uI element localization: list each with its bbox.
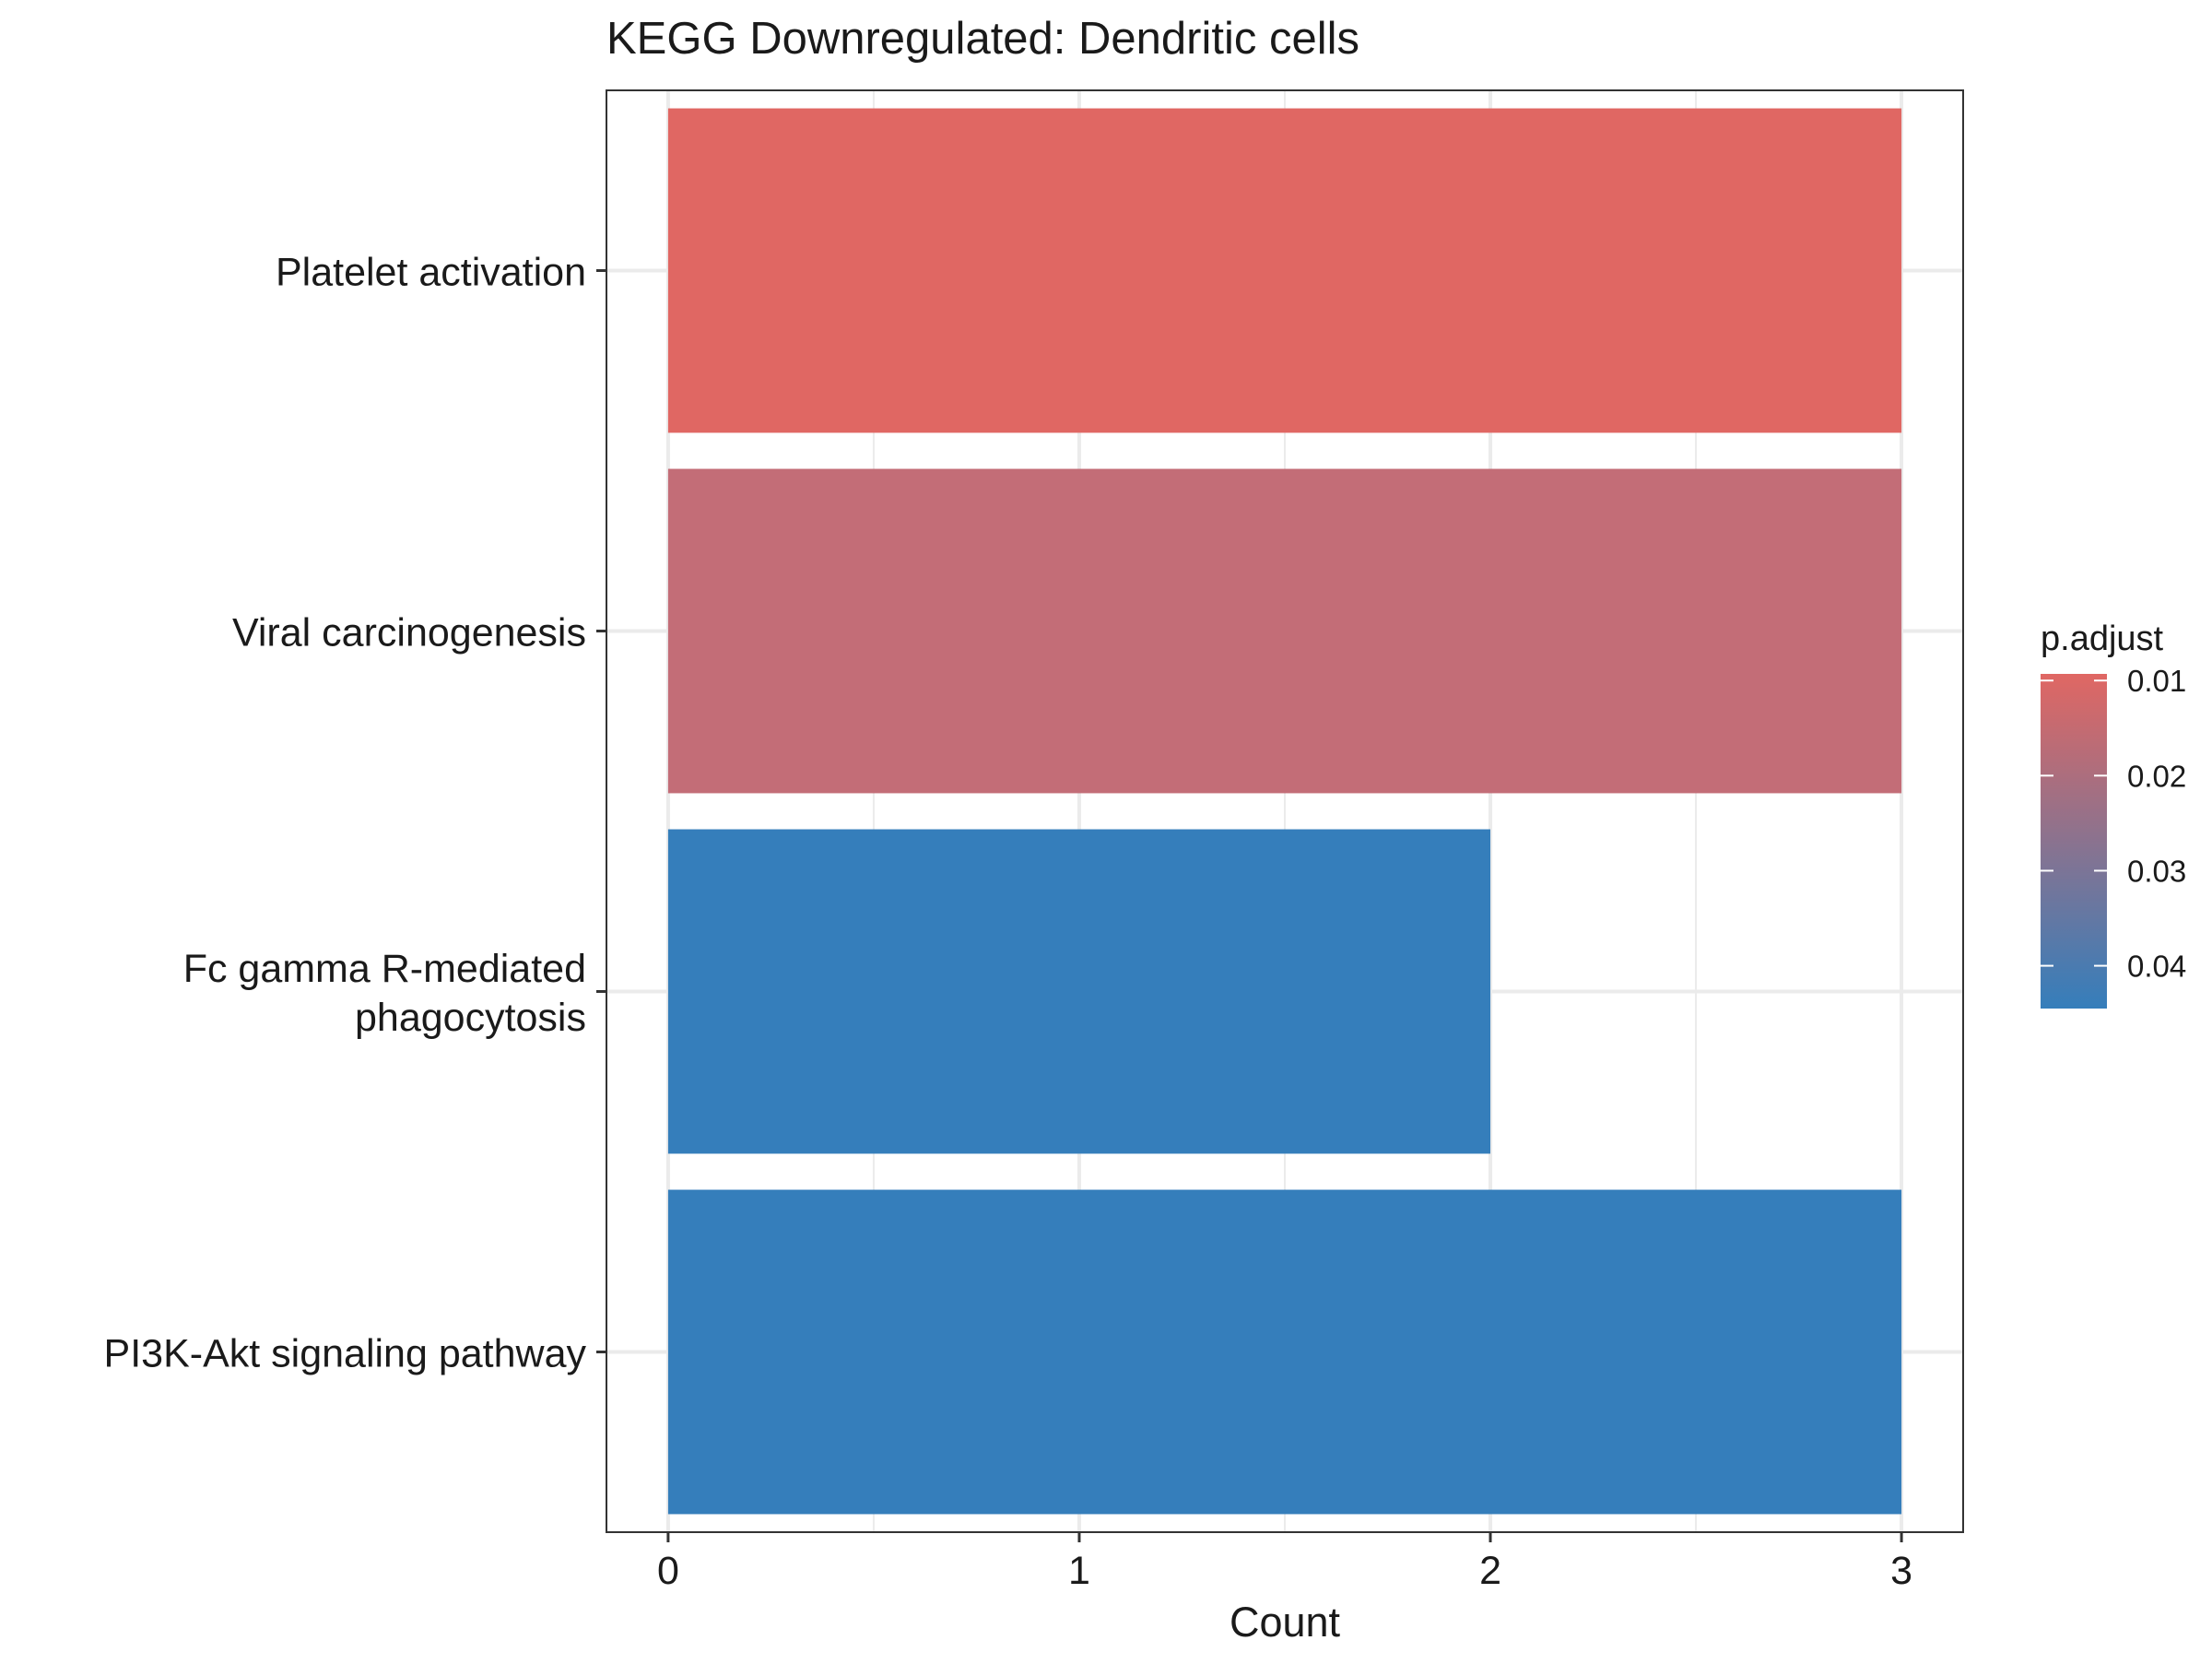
y-tick-label: Platelet activation (276, 251, 586, 295)
legend-tick-label: 0.04 (2127, 950, 2186, 984)
chart-title: KEGG Downregulated: Dendritic cells (606, 14, 1359, 64)
bar (667, 829, 1491, 1154)
x-tick-label: 3 (1890, 1549, 1912, 1593)
x-axis-label: Count (1230, 1599, 1341, 1646)
x-tick-label: 0 (657, 1549, 679, 1593)
panel-border (606, 89, 1964, 1533)
x-tick-label: 2 (1479, 1549, 1501, 1593)
y-tick-label: Fc gamma R-mediated phagocytosis (183, 947, 586, 1040)
bar (667, 468, 1902, 794)
legend-tick-label: 0.02 (2127, 759, 2186, 793)
bar (667, 108, 1902, 433)
axes: Platelet activation Viral carcinogenesis F… (104, 89, 1964, 1593)
legend-tick-label: 0.03 (2127, 854, 2186, 888)
bars (667, 108, 1902, 1515)
legend-colorbar (2041, 674, 2107, 1009)
legend-title: p.adjust (2041, 620, 2164, 658)
y-tick-label: PI3K-Akt signaling pathway (104, 1332, 587, 1376)
legend-tick-label: 0.01 (2127, 664, 2186, 698)
legend: p.adjust 0.01 0.02 0.03 0.04 (2041, 620, 2186, 1009)
bar (667, 1189, 1902, 1515)
y-tick-label: Viral carcinogenesis (232, 611, 586, 655)
x-tick-label: 1 (1068, 1549, 1090, 1593)
